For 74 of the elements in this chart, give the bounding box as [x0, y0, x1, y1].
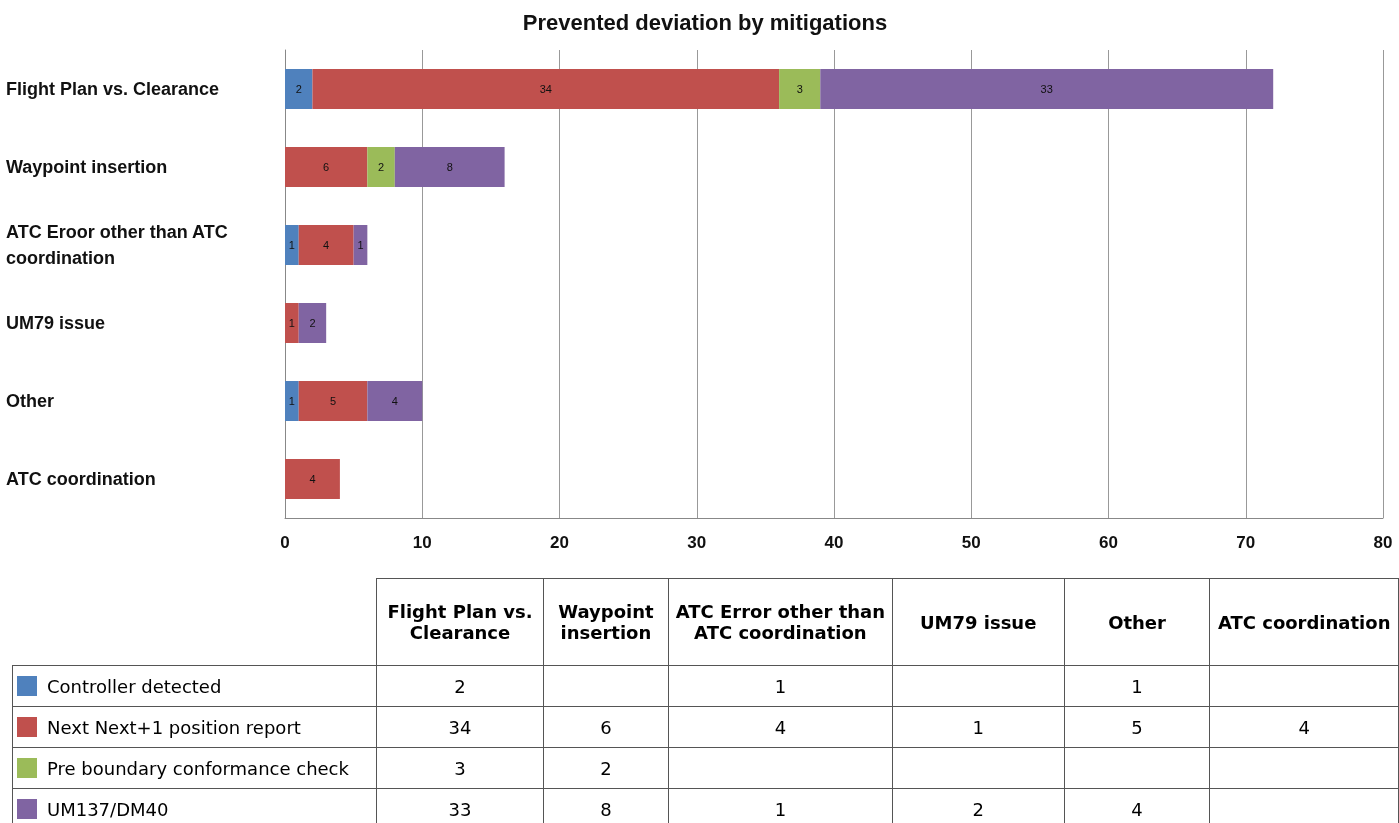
text: 4: [1131, 798, 1143, 820]
data-label: 34: [539, 83, 552, 95]
text: 1: [774, 675, 787, 697]
data-label: 4: [309, 473, 316, 485]
text: 2: [972, 798, 984, 820]
text: Other: [1064, 578, 1210, 666]
text: 2: [600, 757, 612, 779]
data-label: 8: [446, 161, 453, 173]
x-tick-label: 30: [687, 533, 707, 552]
text: 1: [1131, 675, 1143, 697]
bar: [285, 459, 340, 499]
bar: [285, 147, 368, 187]
data-label: 1: [357, 239, 364, 251]
bar: [394, 147, 505, 187]
bar: [298, 303, 327, 343]
bar: [367, 147, 395, 187]
text: 33: [448, 798, 472, 820]
bar: [820, 69, 1274, 109]
bar: [285, 69, 313, 109]
x-tick-label: 20: [550, 533, 569, 552]
data-label: 5: [329, 395, 337, 407]
data-label: 4: [391, 395, 398, 407]
y-tick-label: ATC coordination: [6, 469, 156, 489]
bar: [298, 225, 354, 265]
data-label: 1: [288, 395, 295, 407]
data-label: 1: [288, 239, 295, 251]
text: 34: [448, 716, 472, 738]
y-tick-label: Flight Plan vs. Clearance: [6, 79, 220, 99]
data-label: 2: [378, 161, 385, 173]
bar: [285, 381, 299, 421]
text: 6: [600, 716, 612, 738]
bar: [779, 69, 821, 109]
text: 3: [454, 757, 466, 779]
x-tick-label: 10: [412, 533, 432, 552]
y-tick-label: ATC Eroor other than ATC coordination: [6, 222, 233, 268]
bar: [312, 69, 780, 109]
legend-label: Next Next+1 position report: [12, 706, 377, 748]
text: ATC Error other than ATC coordination: [668, 578, 893, 666]
x-tick-label: 50: [961, 533, 981, 552]
y-tick-label: UM79 issue: [6, 313, 106, 333]
legend-label: Controller detected: [12, 665, 377, 707]
y-tick-label: Waypoint insertion: [6, 157, 168, 177]
text: 5: [1131, 716, 1143, 738]
bar: [367, 381, 423, 421]
x-tick-label: 0: [280, 533, 290, 552]
data-label: 3: [796, 83, 803, 95]
bar: [353, 225, 368, 265]
text: 8: [600, 798, 612, 820]
x-tick-label: 60: [1099, 533, 1118, 552]
data-label: 2: [309, 317, 316, 329]
bar: [285, 303, 299, 343]
text: Waypoint insertion: [543, 578, 669, 666]
data-label: 6: [323, 161, 330, 173]
data-label: 1: [288, 317, 295, 329]
text: 1: [972, 716, 984, 738]
text: ATC coordination: [1209, 578, 1399, 666]
data-label: 2: [295, 83, 302, 95]
text: 4: [1298, 716, 1310, 738]
x-tick-label: 40: [824, 533, 844, 552]
legend-label: UM137/DM40: [12, 788, 377, 823]
bar: [298, 381, 368, 421]
text: 4: [774, 716, 787, 738]
data-label: 33: [1040, 83, 1053, 95]
x-tick-label: 80: [1373, 533, 1393, 552]
text: 1: [774, 798, 787, 820]
bar: [285, 225, 299, 265]
x-tick-label: 70: [1236, 533, 1256, 552]
text: 2: [454, 675, 466, 697]
data-label: 4: [323, 239, 330, 251]
chart-title: Prevented deviation by mitigations: [522, 9, 888, 35]
text: Flight Plan vs. Clearance: [376, 578, 544, 666]
y-tick-label: Other: [6, 391, 55, 411]
text: UM79 issue: [892, 578, 1065, 666]
legend-label: Pre boundary conformance check: [12, 747, 377, 789]
